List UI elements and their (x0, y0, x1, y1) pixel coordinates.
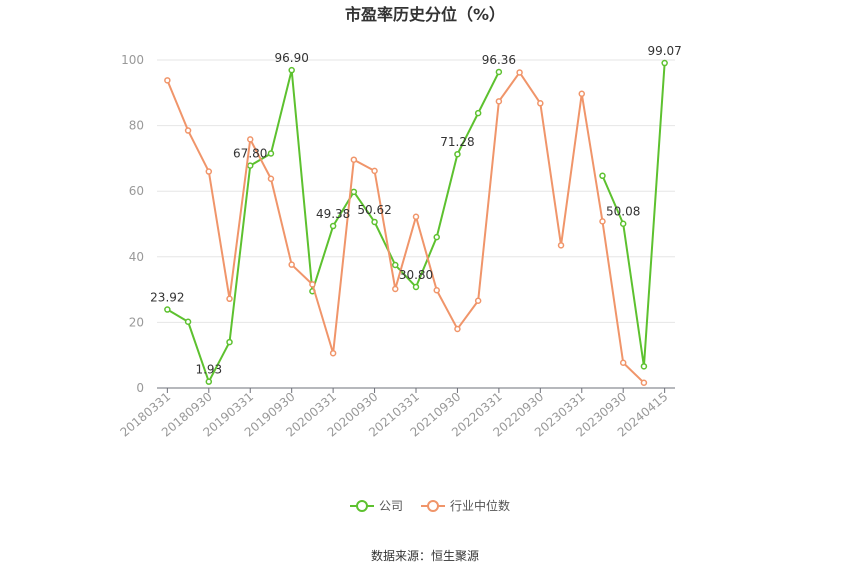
y-tick-label-100: 100 (121, 53, 144, 67)
data-label-2: 1.93 (195, 363, 222, 377)
data-label-10: 50.62 (357, 203, 391, 217)
y-tick-label-80: 80 (129, 119, 144, 133)
series-0-point-2 (205, 378, 213, 385)
legend[interactable]: 公司 行业中位数 (350, 498, 510, 513)
series-0-point-11 (392, 261, 399, 269)
series-1-point-5 (267, 175, 275, 182)
series-1-point-8 (329, 349, 337, 357)
chart-title: 市盈率历史分位（%） (345, 5, 505, 24)
y-tick-label-20: 20 (129, 315, 144, 329)
series-1-point-10 (371, 167, 378, 175)
data-label-8: 49.38 (316, 207, 350, 221)
series-layer (164, 59, 668, 387)
series-1-point-1 (184, 127, 192, 134)
legend-marker-0 (356, 500, 368, 512)
series-1-point-17 (516, 69, 523, 76)
axes: 0204060801002018033120180930201903312019… (118, 53, 675, 440)
series-1-point-23 (640, 379, 648, 387)
series-0-line-1 (601, 62, 666, 368)
data-label-6: 96.90 (275, 51, 309, 65)
legend-item-1[interactable]: 行业中位数 (421, 498, 510, 513)
data-label-0: 23.92 (150, 291, 184, 305)
series-0-point-0 (164, 306, 171, 313)
series-1-point-11 (392, 285, 399, 293)
series-1-point-7 (309, 281, 316, 288)
series-1-point-15 (474, 297, 482, 305)
series-0-point-1 (184, 318, 192, 325)
series-1-point-0 (164, 77, 171, 84)
series-1-point-20 (578, 90, 586, 98)
y-tick-label-60: 60 (129, 184, 144, 198)
data-label-16: 96.36 (482, 53, 516, 67)
series-0-point-3 (226, 338, 233, 346)
series-0-point-6 (288, 66, 295, 74)
series-1-point-2 (205, 168, 213, 175)
series-0-point-10 (371, 218, 378, 226)
series-1-point-18 (537, 100, 544, 107)
series-1-point-3 (226, 295, 233, 303)
series-1-point-4 (246, 136, 254, 143)
data-label-24: 99.07 (647, 44, 681, 58)
y-tick-label-40: 40 (129, 250, 144, 264)
data-label-22: 50.08 (606, 205, 640, 219)
series-1-point-14 (454, 325, 461, 333)
series-0-point-21 (599, 172, 606, 180)
series-0-point-9 (350, 188, 358, 196)
series-0-point-4 (246, 162, 254, 169)
data-label-12: 30.80 (399, 268, 433, 282)
legend-label-0: 公司 (379, 499, 403, 513)
series-1-point-21 (599, 218, 606, 225)
series-1-point-6 (288, 261, 295, 268)
legend-label-1: 行业中位数 (450, 498, 510, 513)
series-0-point-15 (474, 109, 482, 117)
series-1-line-0 (166, 71, 645, 384)
series-0-point-14 (454, 150, 461, 158)
series-0-point-13 (433, 233, 440, 241)
series-0-point-16 (495, 68, 503, 76)
series-1-point-9 (350, 156, 358, 163)
data-source-note: 数据来源：恒生聚源 (371, 548, 479, 563)
legend-item-0[interactable]: 公司 (350, 499, 403, 513)
series-0-point-24 (661, 59, 668, 67)
series-1-point-12 (412, 213, 420, 221)
series-0-point-23 (640, 363, 648, 370)
series-0-point-22 (619, 220, 627, 227)
data-label-14: 71.28 (440, 135, 474, 149)
series-1-point-16 (495, 98, 503, 105)
y-tick-label-0: 0 (136, 381, 144, 395)
series-0-point-8 (329, 222, 337, 230)
series-0 (164, 59, 668, 385)
series-1 (164, 69, 648, 387)
data-labels: 23.92 1.93 67.80 96.90 49.38 50.62 30.80 71.28 9… (150, 44, 682, 377)
series-1-point-19 (557, 242, 565, 249)
series-1-point-22 (619, 359, 627, 366)
series-0-point-5 (267, 150, 275, 157)
series-0-point-12 (412, 283, 420, 291)
series-1-point-13 (433, 287, 440, 294)
data-label-4: 67.80 (233, 147, 267, 161)
legend-marker-1 (427, 500, 440, 512)
